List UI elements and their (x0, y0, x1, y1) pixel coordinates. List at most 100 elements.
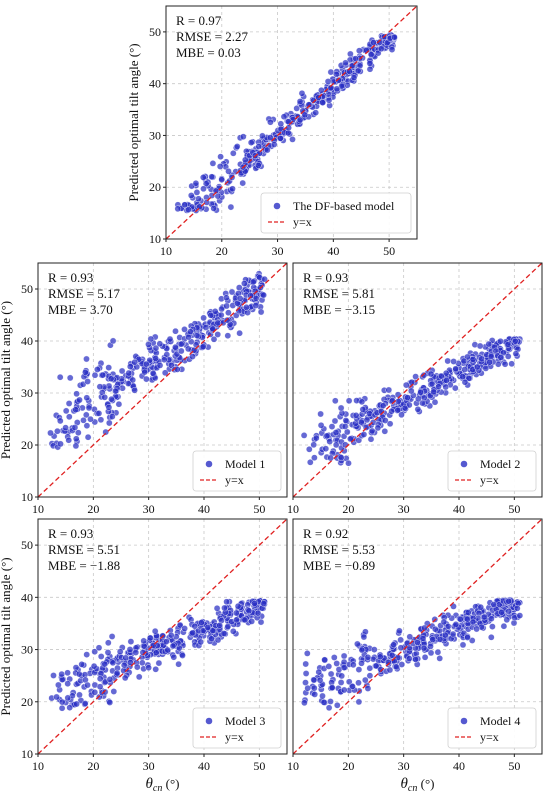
data-point (255, 143, 263, 150)
data-point (337, 404, 345, 412)
data-point (340, 664, 348, 671)
x-axis-label: θcn (°) (146, 776, 180, 793)
data-point (473, 625, 480, 633)
plot-frame (292, 518, 543, 755)
data-point (176, 621, 184, 629)
data-point (55, 681, 62, 689)
data-point (420, 644, 428, 652)
plot-frame (37, 262, 288, 498)
data-point (401, 404, 409, 412)
data-point (73, 700, 80, 708)
data-point (149, 369, 157, 377)
legend-label-line: y=x (225, 730, 244, 744)
data-point (427, 649, 435, 657)
stat-rmse: RMSE = 5.17 (48, 286, 120, 301)
x-tick-label: 50 (508, 502, 520, 516)
data-point (516, 612, 524, 619)
x-tick-label: 50 (508, 759, 520, 773)
data-point (289, 136, 296, 143)
data-point (175, 660, 182, 668)
data-point (451, 384, 459, 392)
legend-label-scatter: Model 4 (480, 714, 520, 728)
legend-marker-scatter (273, 202, 281, 210)
y-tick-label: 20 (21, 695, 33, 709)
data-point (381, 417, 389, 424)
data-point (181, 625, 188, 632)
data-point (73, 390, 80, 398)
data-point (317, 421, 325, 429)
data-point (460, 357, 468, 365)
data-point (85, 404, 93, 412)
data-point (326, 438, 334, 445)
data-point (391, 33, 398, 41)
data-point (127, 659, 134, 666)
data-point (208, 173, 215, 181)
data-point (229, 149, 237, 157)
x-tick-label: 10 (32, 759, 44, 773)
data-point (370, 39, 377, 46)
data-point (319, 99, 326, 106)
legend-label-scatter: Model 3 (225, 714, 265, 728)
data-point (72, 442, 80, 450)
data-point (199, 174, 207, 181)
data-point (414, 405, 422, 413)
data-point (84, 378, 91, 385)
identity-line (38, 263, 287, 497)
data-point (385, 386, 393, 394)
data-point (319, 692, 326, 700)
data-point (83, 651, 90, 658)
data-point (402, 381, 410, 389)
x-tick-label: 40 (453, 502, 465, 516)
data-point (133, 663, 141, 671)
data-point (352, 412, 360, 419)
data-point (386, 666, 394, 674)
data-point (172, 327, 179, 335)
data-point (503, 616, 511, 624)
data-point (247, 292, 254, 300)
data-point (214, 636, 222, 644)
data-point (435, 383, 442, 391)
data-point (363, 416, 371, 424)
data-point (379, 402, 387, 410)
data-point (236, 329, 243, 337)
data-point (191, 622, 199, 630)
data-point (457, 615, 464, 623)
y-tick-label: 50 (149, 25, 161, 39)
data-point (325, 663, 333, 670)
data-point (64, 669, 71, 677)
data-point (140, 637, 147, 645)
data-point (239, 133, 247, 140)
x-tick-label: 10 (32, 502, 44, 516)
data-point (396, 627, 403, 635)
data-point (108, 395, 115, 403)
data-point (198, 619, 205, 626)
data-point (404, 394, 411, 401)
data-point (225, 167, 232, 175)
data-point (71, 424, 79, 431)
y-axis-label: Predicted optimal tilt angle (°) (0, 557, 13, 715)
y-tick-label: 30 (149, 128, 161, 142)
data-point (131, 358, 138, 366)
data-point (155, 659, 163, 667)
data-point (236, 295, 244, 302)
data-point (332, 441, 340, 449)
data-point (147, 335, 155, 343)
data-point (264, 146, 271, 154)
legend-label-line: y=x (480, 730, 499, 744)
data-point (337, 679, 345, 686)
data-point (95, 644, 103, 652)
data-point (343, 428, 351, 436)
x-tick-label: 30 (143, 502, 155, 516)
data-point (374, 424, 382, 432)
data-point (436, 655, 444, 662)
data-point (394, 406, 402, 414)
data-point (84, 433, 92, 441)
data-point (97, 416, 105, 424)
data-point (96, 683, 104, 691)
data-point (489, 623, 496, 630)
data-point (325, 97, 333, 104)
data-point (342, 59, 349, 67)
data-point (430, 388, 437, 396)
data-point (80, 416, 87, 424)
data-point (96, 675, 104, 683)
